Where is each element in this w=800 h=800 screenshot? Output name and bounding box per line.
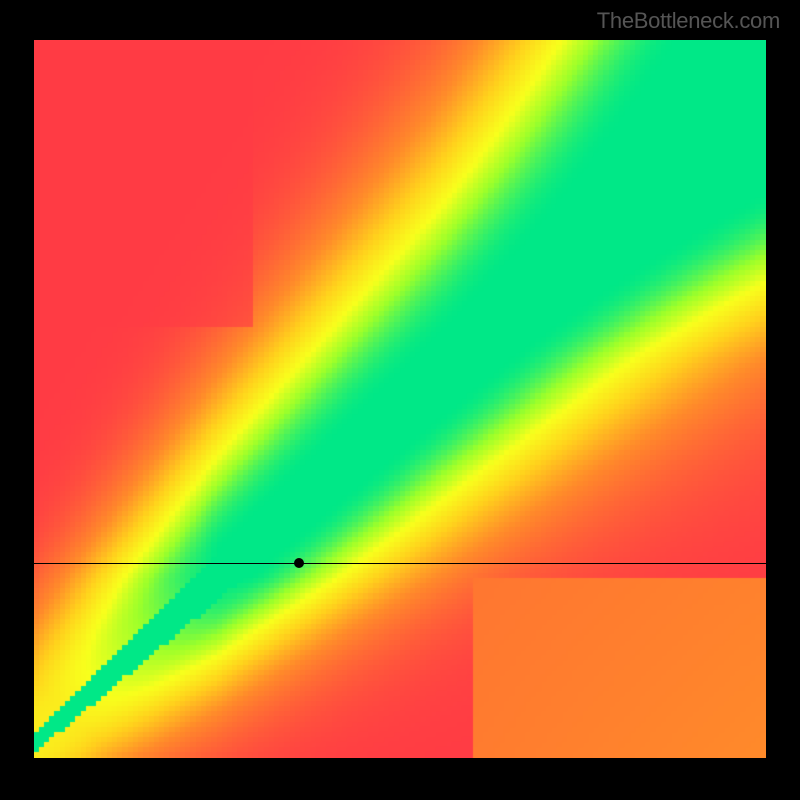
heatmap-canvas: [34, 40, 766, 758]
crosshair-horizontal: [34, 563, 766, 564]
plot-frame: [0, 0, 800, 800]
heatmap-plot: [34, 40, 766, 758]
watermark-text: TheBottleneck.com: [597, 8, 780, 34]
crosshair-marker: [294, 558, 304, 568]
